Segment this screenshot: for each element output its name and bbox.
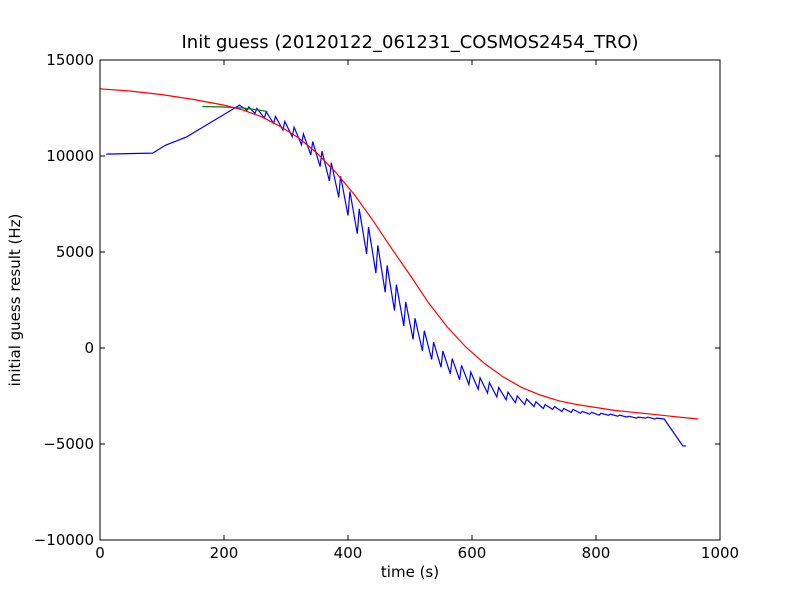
y-tick-label: 10000 <box>46 147 94 165</box>
y-tick-label: 0 <box>84 339 94 357</box>
x-tick-label: 1000 <box>701 544 739 562</box>
x-tick-label: 800 <box>582 544 611 562</box>
x-ticks: 0 200 400 600 800 1000 <box>95 60 739 562</box>
axes-frame <box>99 59 721 541</box>
x-axis-label: time (s) <box>381 563 439 581</box>
x-tick-label: 200 <box>210 544 239 562</box>
y-axis-label: initial guess result (Hz) <box>6 214 24 387</box>
x-tick-label: 400 <box>334 544 363 562</box>
chart-title: Init guess (20120122_061231_COSMOS2454_T… <box>181 32 638 53</box>
x-tick-label: 600 <box>458 544 487 562</box>
series-line-0 <box>106 104 686 447</box>
y-tick-label: −10000 <box>34 531 94 549</box>
y-tick-label: 5000 <box>56 243 94 261</box>
series-line-1 <box>202 105 268 113</box>
y-tick-label: −5000 <box>43 435 94 453</box>
series-line-2 <box>99 88 699 420</box>
plot-lines <box>99 88 699 447</box>
y-ticks: −10000 −5000 0 5000 10000 15000 <box>34 51 720 549</box>
y-tick-label: 15000 <box>46 51 94 69</box>
x-tick-label: 0 <box>95 544 105 562</box>
